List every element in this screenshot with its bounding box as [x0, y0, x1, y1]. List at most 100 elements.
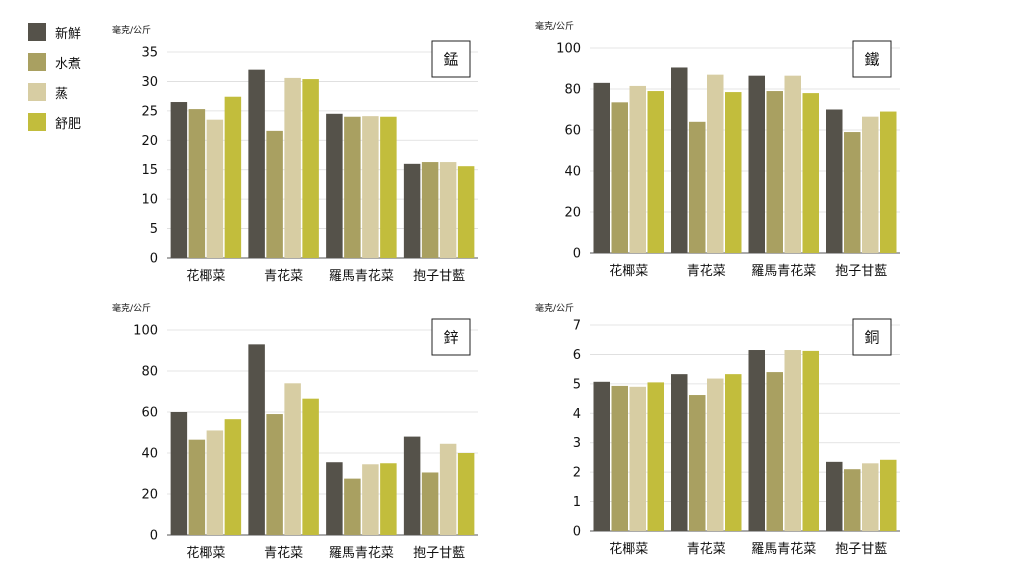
y-tick-label: 15: [141, 163, 158, 178]
legend-swatch: [28, 23, 46, 41]
bar-2-4: [302, 398, 319, 535]
bar-1-3: [206, 119, 224, 258]
bar-3-1: [748, 75, 765, 253]
bar-2-4: [725, 92, 742, 253]
x-category-label: 青花菜: [264, 268, 303, 284]
bar-3-3: [784, 350, 801, 531]
legend-label: 蒸: [55, 86, 69, 102]
bar-3-4: [380, 116, 397, 258]
bar-1-1: [170, 102, 188, 259]
bar-2-2: [689, 395, 706, 531]
bar-2-2: [266, 130, 283, 258]
bar-4-4: [457, 453, 475, 535]
bar-3-3: [362, 116, 379, 258]
bar-3-4: [380, 463, 397, 535]
y-tick-label: 20: [141, 488, 158, 503]
y-tick-label: 5: [150, 222, 158, 237]
bar-1-1: [593, 381, 610, 531]
bar-4-4: [457, 166, 475, 258]
bar-4-2: [421, 472, 439, 535]
bar-4-1: [403, 436, 421, 535]
bar-2-2: [689, 121, 706, 253]
chart-title: 錳: [443, 51, 458, 69]
y-tick-label: 80: [141, 365, 158, 380]
y-axis-unit-label: 毫克/公斤: [112, 302, 151, 314]
x-category-label: 抱子甘藍: [413, 268, 465, 284]
bar-1-3: [629, 85, 646, 253]
bar-1-1: [593, 82, 610, 253]
chart-legend: 新鮮 水煮 蒸 舒肥: [28, 22, 81, 142]
bar-1-2: [188, 439, 206, 535]
x-category-label: 青花菜: [687, 263, 726, 279]
chart-panel-3: 毫克/公斤 0 20 40 60 80 100 花椰菜 青花菜 羅馬青花菜 抱子甘藍 鋅: [112, 302, 478, 561]
element-title-box: [852, 40, 892, 78]
legend-item-sous-vide: 舒肥: [28, 112, 81, 132]
bar-2-3: [707, 378, 724, 531]
bar-3-1: [326, 113, 343, 258]
chart-title: 銅: [864, 329, 879, 347]
x-category-label: 羅馬青花菜: [329, 545, 394, 561]
bar-2-1: [248, 69, 265, 259]
y-tick-label: 60: [564, 124, 581, 139]
bar-2-3: [707, 74, 724, 254]
y-tick-label: 100: [556, 42, 581, 57]
bar-4-3: [439, 162, 457, 258]
element-title-box: [431, 318, 471, 356]
bar-1-4: [224, 419, 242, 535]
legend-item-fresh: 新鮮: [28, 22, 81, 42]
bar-3-3: [784, 75, 801, 253]
bar-3-2: [766, 91, 783, 253]
legend-item-boiled: 水煮: [28, 52, 81, 72]
x-category-label: 抱子甘藍: [835, 541, 887, 557]
bar-3-3: [362, 464, 379, 535]
bar-1-3: [629, 386, 646, 531]
legend-label: 舒肥: [55, 116, 82, 132]
bar-3-1: [748, 350, 765, 531]
bar-4-2: [421, 162, 439, 258]
bar-3-4: [802, 93, 819, 253]
y-tick-label: 60: [141, 406, 158, 421]
y-tick-label: 1: [573, 495, 581, 510]
y-tick-label: 10: [141, 193, 158, 208]
bar-1-2: [188, 109, 206, 258]
x-category-label: 青花菜: [264, 545, 303, 561]
x-category-label: 抱子甘藍: [413, 545, 465, 561]
bar-4-2: [844, 469, 861, 531]
y-axis-unit-label: 毫克/公斤: [535, 302, 574, 314]
legend-swatch: [28, 53, 46, 71]
legend-label: 水煮: [55, 56, 82, 72]
bar-3-1: [326, 462, 343, 535]
chart-panel-1: 毫克/公斤 0 5 10 15 20 25 30 35 花椰菜 青花菜 羅馬青花菜 抱子甘藍 錳: [112, 24, 478, 284]
bar-3-2: [344, 478, 361, 535]
bar-2-3: [284, 77, 301, 258]
y-tick-label: 100: [133, 324, 158, 339]
y-tick-label: 7: [573, 319, 581, 334]
bar-2-1: [671, 67, 688, 253]
y-tick-label: 5: [573, 377, 581, 392]
y-tick-label: 3: [573, 436, 581, 451]
bar-3-2: [344, 116, 361, 258]
bar-4-2: [844, 132, 861, 253]
bar-4-4: [880, 459, 897, 531]
bar-2-4: [302, 79, 319, 259]
bar-4-4: [880, 111, 897, 253]
bar-3-2: [766, 372, 783, 531]
legend-swatch: [28, 83, 46, 101]
y-tick-label: 6: [573, 348, 581, 363]
element-title-box: [852, 318, 892, 356]
y-tick-label: 40: [141, 447, 158, 462]
x-category-label: 羅馬青花菜: [329, 268, 394, 284]
x-category-label: 羅馬青花菜: [751, 263, 816, 279]
y-tick-label: 2: [573, 466, 581, 481]
bar-4-3: [862, 463, 879, 531]
y-tick-label: 40: [564, 165, 581, 180]
bar-4-1: [403, 163, 421, 258]
y-tick-label: 30: [141, 75, 158, 90]
y-tick-label: 80: [564, 83, 581, 98]
y-tick-label: 0: [573, 525, 581, 540]
chart-title: 鋅: [443, 329, 458, 347]
y-axis-unit-label: 毫克/公斤: [535, 20, 574, 32]
x-category-label: 青花菜: [687, 541, 726, 557]
bar-1-3: [206, 430, 224, 535]
